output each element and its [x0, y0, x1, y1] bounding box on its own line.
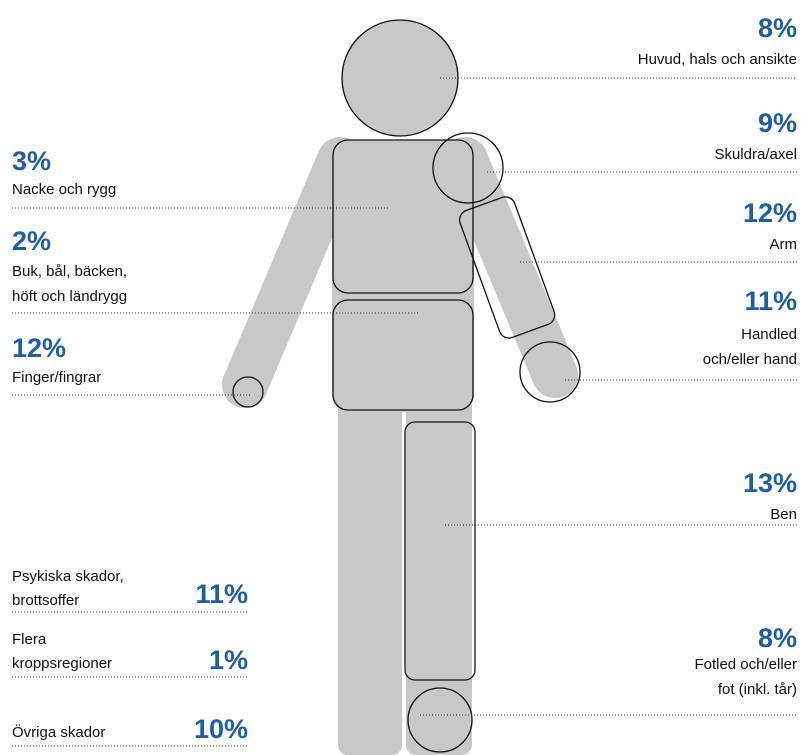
region-label: brottsoffer	[12, 592, 79, 609]
region-percent: 11%	[744, 286, 797, 316]
left-arm	[222, 137, 363, 408]
region-label: och/eller hand	[703, 351, 797, 368]
foot-outline	[407, 687, 473, 753]
arm-outline	[459, 196, 556, 339]
region-percent: 1%	[209, 645, 248, 675]
region-label: Huvud, hals och ansikte	[638, 51, 797, 68]
region-label: Ben	[770, 506, 797, 523]
abdomen-outline	[332, 299, 474, 411]
hand-outline	[519, 341, 581, 403]
region-percent: 9%	[758, 108, 797, 138]
chest-outline	[332, 139, 474, 294]
region-percent: 11%	[195, 579, 248, 609]
shoulder-outline	[432, 132, 504, 204]
region-label: Psykiska skador,	[12, 568, 124, 585]
left-leg	[338, 395, 402, 755]
body-figure	[222, 20, 578, 755]
region-percent: 12%	[743, 198, 797, 228]
region-outlines	[232, 19, 581, 753]
torso	[332, 140, 474, 412]
region-label: Arm	[770, 236, 798, 253]
right-leg	[406, 395, 472, 755]
region-label: fot (inkl. tår)	[718, 681, 797, 698]
region-percent: 8%	[758, 623, 797, 653]
head	[342, 20, 458, 136]
region-label: Buk, bål, bäcken,	[12, 263, 127, 280]
region-percent: 12%	[12, 333, 66, 363]
region-percent: 3%	[12, 146, 51, 176]
region-label: Fotled och/eller	[694, 656, 797, 673]
region-label: Finger/fingrar	[12, 369, 101, 386]
region-label: Nacke och rygg	[12, 181, 116, 198]
region-label: kroppsregioner	[12, 655, 112, 672]
region-percent: 8%	[758, 13, 797, 43]
region-percent: 10%	[194, 714, 248, 744]
region-label: Skuldra/axel	[714, 146, 797, 163]
leg-outline	[404, 421, 476, 681]
region-label: Handled	[741, 326, 797, 343]
region-percent: 2%	[12, 226, 51, 256]
finger-outline	[232, 376, 264, 408]
region-percent: 13%	[743, 468, 797, 498]
region-label: Övriga skador	[12, 723, 105, 741]
region-label: höft och ländrygg	[12, 288, 127, 305]
region-label: Flera	[12, 631, 47, 648]
right-arm	[442, 137, 578, 398]
